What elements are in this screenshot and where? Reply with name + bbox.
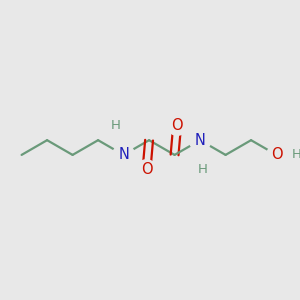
Circle shape bbox=[267, 145, 286, 165]
Circle shape bbox=[137, 160, 156, 179]
Text: O: O bbox=[271, 147, 282, 162]
Text: H: H bbox=[111, 119, 121, 132]
Text: O: O bbox=[141, 162, 152, 177]
Circle shape bbox=[167, 116, 187, 135]
Text: O: O bbox=[171, 118, 183, 133]
Circle shape bbox=[189, 129, 211, 151]
Circle shape bbox=[113, 144, 134, 166]
Text: H: H bbox=[198, 163, 208, 176]
Text: H: H bbox=[291, 148, 300, 161]
Text: N: N bbox=[118, 147, 129, 162]
Text: N: N bbox=[195, 133, 206, 148]
